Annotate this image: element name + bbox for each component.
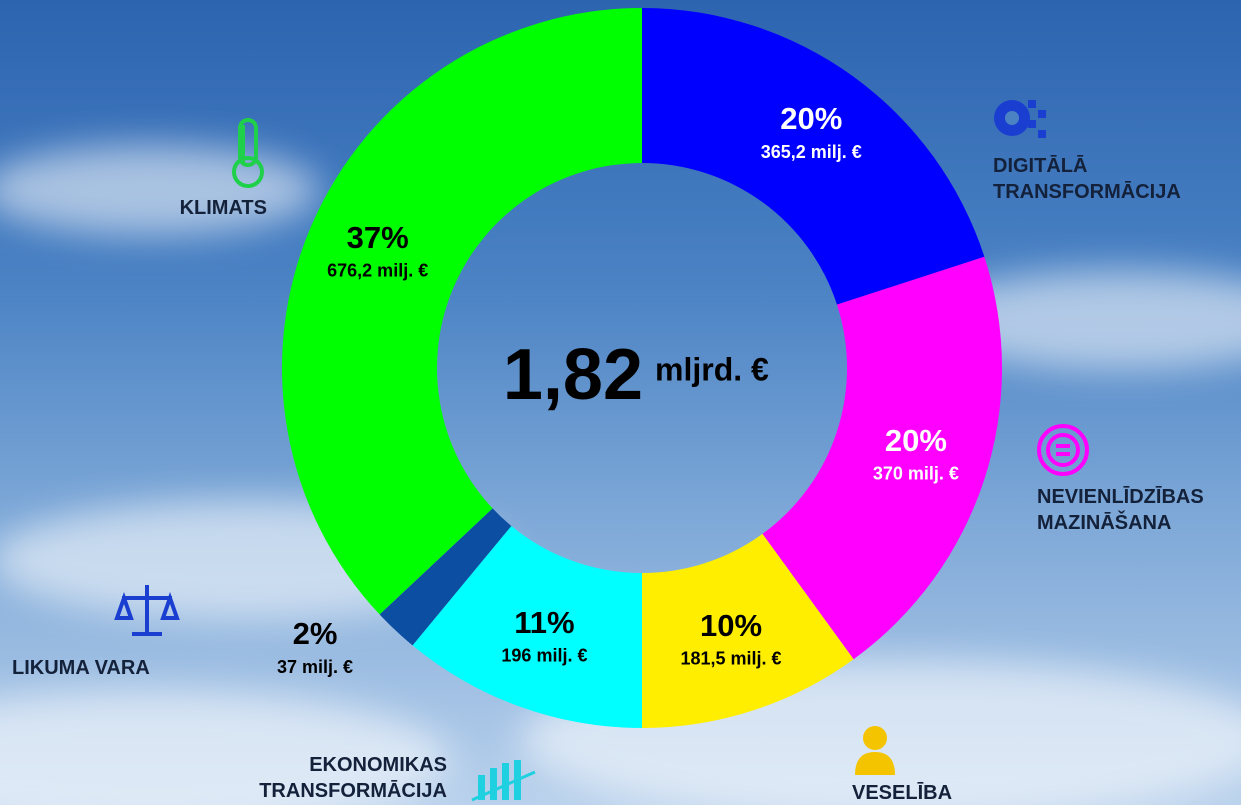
amount-label: 370 milj. € — [873, 464, 959, 484]
icon-law — [117, 585, 177, 634]
icon-equality — [1039, 426, 1087, 474]
center-value: 1,82 — [503, 335, 643, 415]
amount-label: 37 milj. € — [277, 657, 353, 677]
category-label: EKONOMIKAS TRANSFORMĀCIJA — [217, 752, 447, 804]
amount-label: 196 milj. € — [501, 646, 587, 666]
category-label: NEVIENLĪDZĪBAS MAZINĀŠANA — [1037, 484, 1241, 536]
category-label: VESELĪBA — [852, 780, 1052, 805]
category-label: KLIMATS — [37, 195, 267, 221]
category-label: DIGITĀLĀ TRANSFORMĀCIJA — [993, 153, 1233, 205]
amount-label: 676,2 milj. € — [327, 260, 428, 280]
icon-digital — [994, 100, 1046, 138]
percent-label: 2% — [293, 616, 338, 651]
center-unit: mljrd. € — [655, 351, 769, 387]
icon-economy — [472, 760, 535, 800]
amount-label: 181,5 milj. € — [680, 649, 781, 669]
category-label: LIKUMA VARA — [12, 655, 212, 681]
percent-label: 20% — [780, 101, 842, 136]
percent-label: 37% — [347, 220, 409, 255]
percent-label: 10% — [700, 608, 762, 643]
percent-label: 11% — [514, 605, 574, 640]
amount-label: 365,2 milj. € — [761, 142, 862, 162]
percent-label: 20% — [885, 423, 947, 458]
infographic: 1,82 mljrd. € 20% 365,2 milj. € 20% 370 mil… — [0, 0, 1241, 805]
chart: 1,82 mljrd. € 20% 365,2 milj. € 20% 370 mil… — [0, 0, 1241, 805]
slice — [282, 8, 642, 614]
icon-climate — [234, 120, 262, 186]
icon-health — [855, 726, 895, 775]
